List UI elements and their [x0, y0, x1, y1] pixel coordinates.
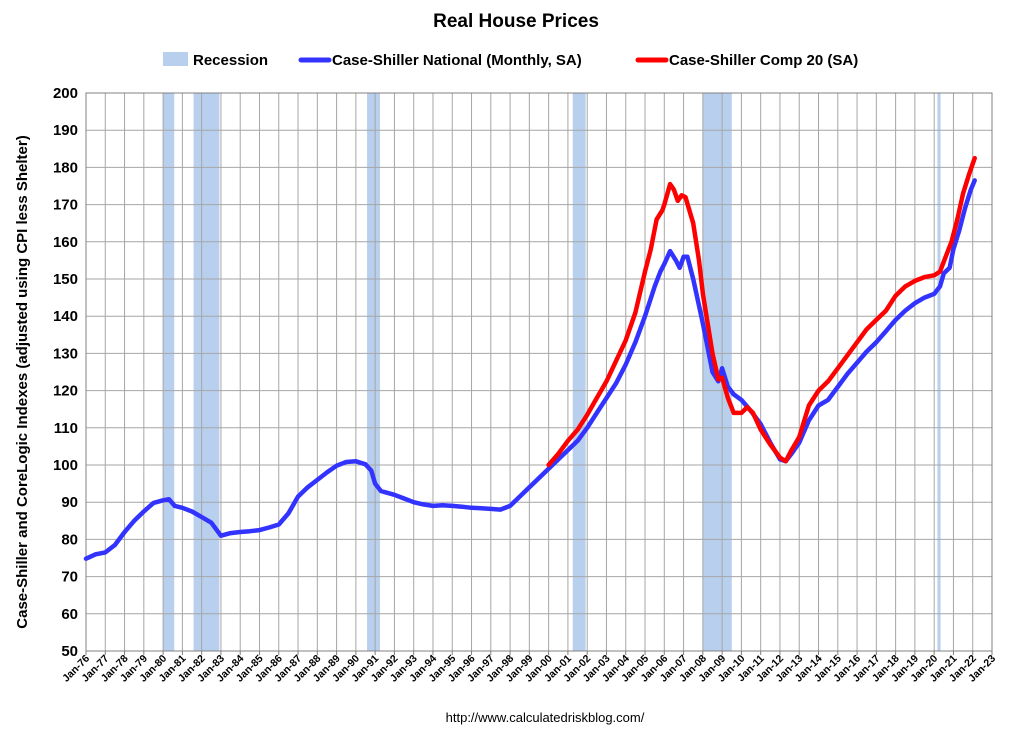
- y-tick-label: 170: [53, 197, 78, 214]
- y-tick-label: 120: [53, 383, 78, 400]
- grid: [85, 92, 993, 652]
- x-axis-ticks: Jan-76Jan-77Jan-78Jan-79Jan-80Jan-81Jan-…: [60, 651, 998, 685]
- y-tick-label: 150: [53, 271, 78, 288]
- recession-band: [163, 93, 175, 651]
- series-lines: [83, 155, 977, 561]
- y-tick-label: 180: [53, 159, 78, 176]
- y-tick-label: 60: [61, 606, 78, 623]
- recession-band: [193, 93, 220, 651]
- y-tick-label: 100: [53, 457, 78, 474]
- legend-label: Case-Shiller Comp 20 (SA): [669, 52, 858, 69]
- y-tick-label: 130: [53, 345, 78, 362]
- legend: Recession Case-Shiller National (Monthly,…: [163, 52, 858, 69]
- recession-band: [937, 93, 941, 651]
- y-axis-ticks: 50 60 70 80 90 100 110 120 130 140 150 160 170 180 190…: [53, 85, 78, 660]
- series-line-comp20: [546, 155, 977, 468]
- recession-band: [367, 93, 380, 651]
- recession-band: [572, 93, 586, 651]
- y-tick-label: 160: [53, 234, 78, 251]
- plot-frame: [85, 92, 993, 652]
- chart-title: Real House Prices: [433, 11, 599, 32]
- y-tick-label: 110: [54, 420, 78, 437]
- recession-bands: [163, 93, 941, 651]
- y-tick-label: 50: [61, 643, 78, 660]
- y-tick-label: 90: [61, 494, 78, 511]
- legend-swatch-recession: [163, 52, 188, 66]
- legend-label: Case-Shiller National (Monthly, SA): [332, 52, 582, 69]
- source-url: http://www.calculatedriskblog.com/: [446, 710, 645, 725]
- y-axis-label: Case-Shiller and CoreLogic Indexes (adju…: [14, 135, 31, 628]
- y-tick-label: 70: [61, 569, 78, 586]
- legend-label: Recession: [193, 52, 268, 69]
- series-line-national: [83, 178, 977, 561]
- y-tick-label: 140: [53, 308, 78, 325]
- y-tick-label: 200: [53, 85, 78, 102]
- y-tick-label: 80: [61, 531, 78, 548]
- y-tick-label: 190: [53, 122, 78, 139]
